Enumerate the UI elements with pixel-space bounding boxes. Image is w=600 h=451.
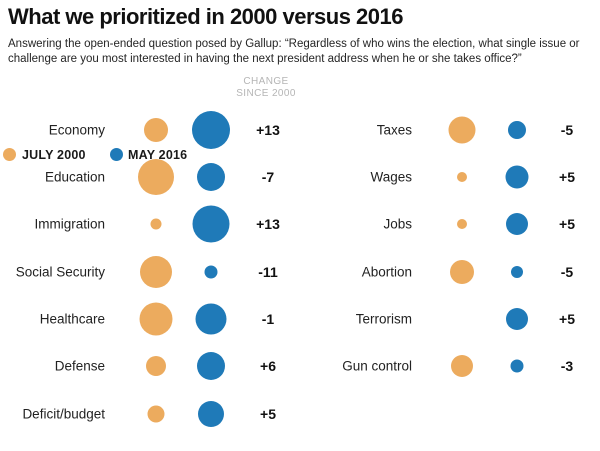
legend: JULY 2000 MAY 2016 xyxy=(0,70,600,162)
july-2000-bubble xyxy=(147,405,165,423)
may-2016-bubble xyxy=(197,163,225,192)
issue-row: Taxes -5 xyxy=(300,106,600,153)
may-2016-bubble xyxy=(505,165,529,189)
issue-label: Deficit/budget xyxy=(22,406,105,422)
change-value: -5 xyxy=(560,121,574,138)
issue-row: Deficit/budget +5 xyxy=(0,390,300,437)
issue-row: Education -7 xyxy=(0,153,300,200)
july-2000-legend-dot-icon xyxy=(3,148,16,161)
change-value: -1 xyxy=(261,311,275,328)
issue-row: Social Security -11 xyxy=(0,248,300,295)
change-value: +5 xyxy=(559,216,575,233)
issue-label: Social Security xyxy=(15,264,105,280)
may-2016-bubble xyxy=(197,352,225,381)
issue-label: Abortion xyxy=(361,264,412,280)
issue-label: Taxes xyxy=(376,122,412,138)
issue-label: Economy xyxy=(48,122,105,138)
change-value: +5 xyxy=(559,311,575,328)
issue-label: Terrorism xyxy=(355,311,412,327)
issue-label: Immigration xyxy=(34,216,105,232)
may-2016-bubble xyxy=(508,120,526,139)
change-value: +13 xyxy=(256,121,280,138)
july-2000-bubble xyxy=(140,255,172,288)
may-2016-bubble xyxy=(506,213,528,236)
issue-row: Gun control -3 xyxy=(300,343,600,390)
july-2000-bubble xyxy=(146,356,166,377)
may-2016-legend-dot-icon xyxy=(110,148,123,161)
july-2000-bubble xyxy=(457,172,467,183)
may-2016-bubble xyxy=(506,308,528,331)
july-2000-bubble xyxy=(139,302,173,336)
may-2016-bubble xyxy=(510,359,524,373)
july-2000-bubble xyxy=(150,218,162,230)
issue-row: Abortion -5 xyxy=(300,248,600,295)
issue-label: Healthcare xyxy=(39,311,105,327)
july-2000-legend-label: JULY 2000 xyxy=(22,148,86,162)
change-value: +6 xyxy=(260,358,276,375)
subtitle-line-2: challenge are you most interested in hav… xyxy=(8,53,522,65)
left-column: Economy +13 Education -7 Immigration +13… xyxy=(0,106,300,437)
issue-label: Jobs xyxy=(383,216,412,232)
change-value: -11 xyxy=(258,263,278,280)
issue-row: Wages +5 xyxy=(300,153,600,200)
issue-row: Immigration +13 xyxy=(0,201,300,248)
issue-row: Terrorism +5 xyxy=(300,295,600,342)
change-value: -7 xyxy=(261,169,275,186)
july-2000-bubble xyxy=(144,117,168,142)
issue-row: Healthcare -1 xyxy=(0,295,300,342)
change-since-2000-header: CHANGE SINCE 2000 xyxy=(216,76,316,100)
may-2016-bubble xyxy=(195,303,227,335)
may-2016-bubble xyxy=(198,400,224,427)
change-header-line-1: CHANGE xyxy=(243,76,289,87)
may-2016-bubble xyxy=(192,110,230,149)
issue-row: Jobs +5 xyxy=(300,201,600,248)
issue-row: Economy +13 xyxy=(0,106,300,153)
july-2000-bubble xyxy=(450,259,474,284)
chart-subtitle: Answering the open-ended question posed … xyxy=(8,37,580,67)
may-2016-bubble xyxy=(192,205,230,243)
change-value: +13 xyxy=(256,216,280,233)
change-value: -5 xyxy=(560,263,574,280)
change-value: +5 xyxy=(559,169,575,186)
right-column: Taxes -5 Wages +5 Jobs +5 Abortion -5 Te… xyxy=(300,106,600,390)
subtitle-line-1: Answering the open-ended question posed … xyxy=(8,38,580,50)
july-2000-bubble xyxy=(138,159,174,196)
issue-label: Gun control xyxy=(342,358,412,374)
may-2016-bubble xyxy=(511,265,523,278)
may-2016-bubble xyxy=(204,265,218,279)
issue-label: Defense xyxy=(54,358,105,374)
page-title: What we prioritized in 2000 versus 2016 xyxy=(8,4,404,29)
july-2000-bubble xyxy=(448,116,476,144)
issue-label: Education xyxy=(44,169,105,185)
change-value: +5 xyxy=(260,405,276,422)
may-2016-legend-label: MAY 2016 xyxy=(128,148,188,162)
july-2000-bubble xyxy=(451,355,473,378)
issue-label: Wages xyxy=(370,169,412,185)
july-2000-bubble xyxy=(457,219,467,230)
change-value: -3 xyxy=(560,358,574,375)
issue-row: Defense +6 xyxy=(0,343,300,390)
change-header-line-2: SINCE 2000 xyxy=(236,88,296,99)
